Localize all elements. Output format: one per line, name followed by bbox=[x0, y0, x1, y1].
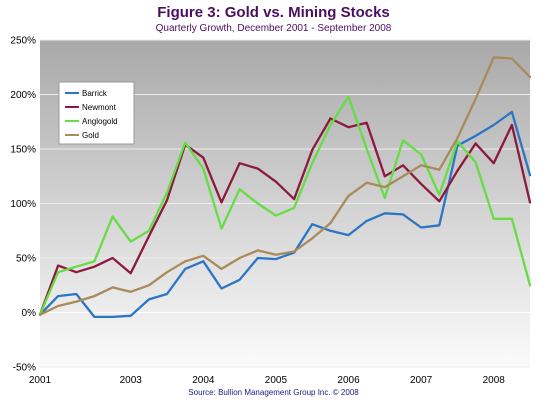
x-tick-label: 2003 bbox=[120, 375, 143, 386]
series-lines bbox=[38, 56, 532, 319]
chart-source: Source: Bullion Management Group Inc. © … bbox=[188, 388, 359, 397]
legend-label: Newmont bbox=[82, 103, 117, 112]
y-tick-label: 0% bbox=[22, 308, 37, 319]
y-tick-label: 250% bbox=[10, 36, 36, 47]
x-tick-label: 2007 bbox=[410, 375, 433, 386]
y-tick-label: -50% bbox=[13, 363, 36, 374]
series-line-gold bbox=[38, 56, 532, 316]
x-axis-ticks: 2001 2003 2004 2005 2006 2007 2008 bbox=[29, 375, 505, 386]
chart-subtitle: Quarterly Growth, December 2001 - Septem… bbox=[155, 23, 392, 34]
chart-title: Figure 3: Gold vs. Mining Stocks bbox=[157, 4, 390, 21]
series-line-newmont bbox=[38, 117, 532, 316]
y-tick-label: 50% bbox=[16, 254, 36, 265]
y-axis-ticks: -50% 0% 50% 100% 150% 200% 250% bbox=[10, 36, 36, 374]
x-tick-label: 2001 bbox=[29, 375, 52, 386]
legend-label: Anglogold bbox=[82, 117, 118, 126]
y-tick-label: 100% bbox=[10, 199, 36, 210]
legend: Barrick Newmont Anglogold Gold bbox=[58, 81, 135, 145]
x-tick-label: 2004 bbox=[192, 375, 215, 386]
y-tick-label: 150% bbox=[10, 145, 36, 156]
series-line-anglogold bbox=[38, 95, 532, 316]
legend-label: Gold bbox=[82, 131, 99, 140]
x-tick-label: 2008 bbox=[483, 375, 506, 386]
x-tick-label: 2006 bbox=[337, 375, 360, 386]
x-tick-label: 2005 bbox=[265, 375, 288, 386]
y-tick-label: 200% bbox=[10, 90, 36, 101]
legend-label: Barrick bbox=[82, 89, 108, 98]
